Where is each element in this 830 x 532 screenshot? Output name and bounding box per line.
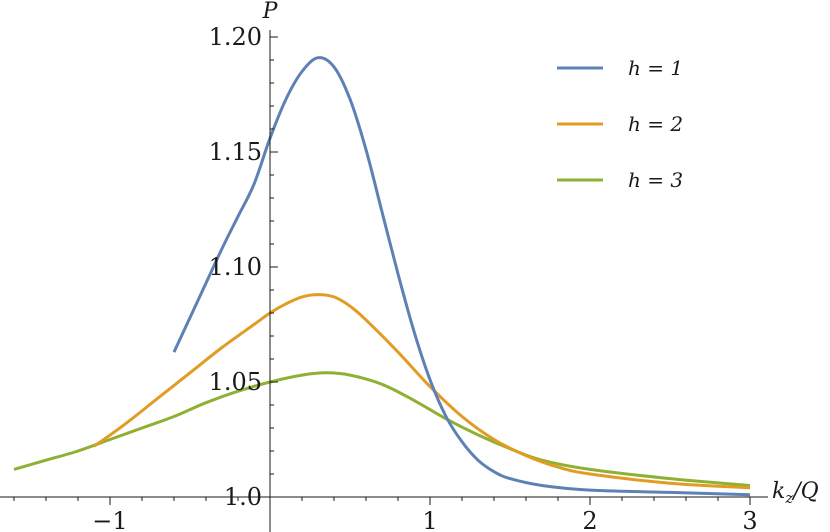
y-axis-title: P [262, 0, 279, 24]
x-tick-label: 3 [742, 507, 757, 532]
series-line-h3 [13, 371, 751, 487]
series-line-h1 [172, 56, 751, 497]
legend-label: h = 2 [628, 112, 683, 136]
x-tick-label: −1 [92, 507, 127, 532]
ticks-layer: −1 1 2 3 1.0 1.05 1.10 1.15 1.20 [13, 23, 758, 532]
y-tick-label: 1.0 [224, 483, 262, 511]
y-tick-label: 1.05 [209, 368, 262, 396]
legend-label: h = 1 [628, 56, 683, 80]
x-axis-title: kz/Q [772, 479, 819, 507]
legend: h = 1 h = 2 h = 3 [557, 56, 683, 192]
y-tick-label: 1.15 [209, 138, 262, 166]
y-tick-label: 1.20 [209, 23, 262, 51]
x-tick-label: 1 [422, 507, 437, 532]
legend-label: h = 3 [628, 168, 683, 192]
axes-layer [0, 30, 768, 532]
series-line-h2 [93, 293, 751, 490]
y-tick-label: 1.10 [209, 253, 262, 281]
series-layer [13, 56, 751, 497]
x-tick-label: 2 [582, 507, 597, 532]
